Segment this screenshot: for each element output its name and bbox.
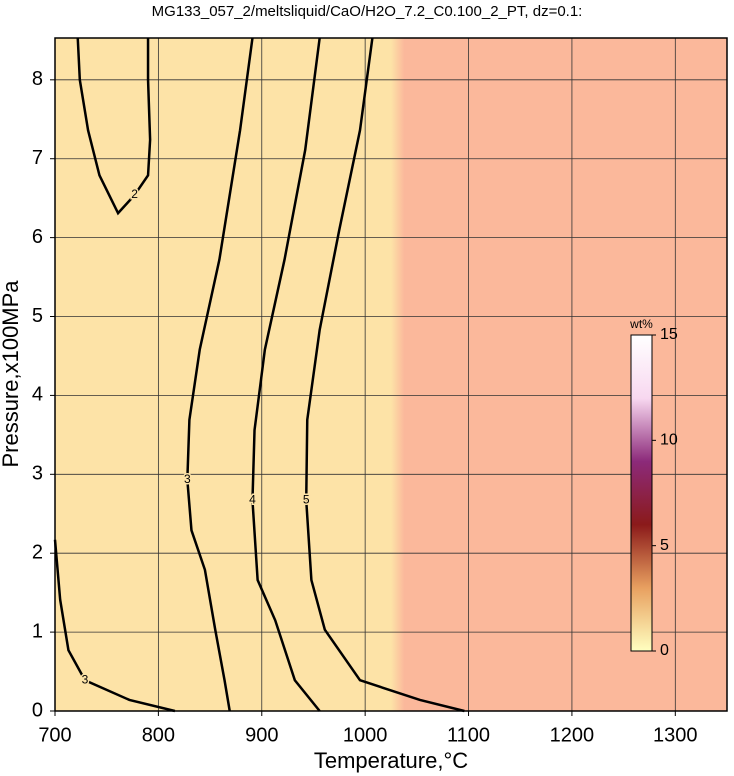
chart-title: MG133_057_2/meltsliquid/CaO/H2O_7.2_C0.1… bbox=[152, 3, 583, 20]
y-tick-label: 7 bbox=[32, 147, 43, 169]
y-tick-label: 2 bbox=[32, 541, 43, 563]
contour-label: 3 bbox=[184, 472, 191, 486]
contour-label: 3 bbox=[82, 672, 89, 686]
plot-frame bbox=[54, 37, 728, 712]
x-axis-label: Temperature,°C bbox=[314, 748, 468, 773]
contour-line bbox=[251, 37, 321, 712]
y-axis-label: Pressure,x100MPa bbox=[0, 280, 23, 468]
contour-line bbox=[76, 37, 152, 216]
contour-label: 4 bbox=[249, 493, 256, 507]
x-tick-label: 1000 bbox=[343, 724, 388, 746]
x-tick-label: 700 bbox=[38, 724, 71, 746]
y-tick-label: 1 bbox=[32, 620, 43, 642]
contour-line bbox=[186, 37, 254, 712]
x-tick-label: 900 bbox=[245, 724, 278, 746]
y-tick-label: 4 bbox=[32, 384, 43, 406]
x-tick-label: 1300 bbox=[653, 724, 698, 746]
colorbar-tick-label: 10 bbox=[660, 432, 678, 449]
colorbar-tick-label: 0 bbox=[660, 642, 669, 659]
plot-background bbox=[55, 38, 727, 711]
colorbar-tick-label: 15 bbox=[660, 326, 678, 343]
contour-label: 5 bbox=[303, 493, 310, 507]
y-tick-label: 5 bbox=[32, 305, 43, 327]
y-tick-label: 0 bbox=[32, 699, 43, 721]
colorbar bbox=[630, 334, 653, 652]
contour-line bbox=[304, 37, 465, 713]
x-tick-label: 800 bbox=[142, 724, 175, 746]
colorbar-label: wt% bbox=[629, 317, 653, 331]
x-tick-label: 1200 bbox=[550, 724, 595, 746]
y-tick-label: 3 bbox=[32, 463, 43, 485]
colorbar-tick-label: 5 bbox=[660, 537, 669, 554]
y-tick-label: 8 bbox=[32, 68, 43, 90]
y-tick-label: 6 bbox=[32, 226, 43, 248]
contour-line bbox=[53, 539, 176, 713]
contour-label: 2 bbox=[131, 187, 138, 201]
x-tick-label: 1100 bbox=[447, 724, 490, 746]
